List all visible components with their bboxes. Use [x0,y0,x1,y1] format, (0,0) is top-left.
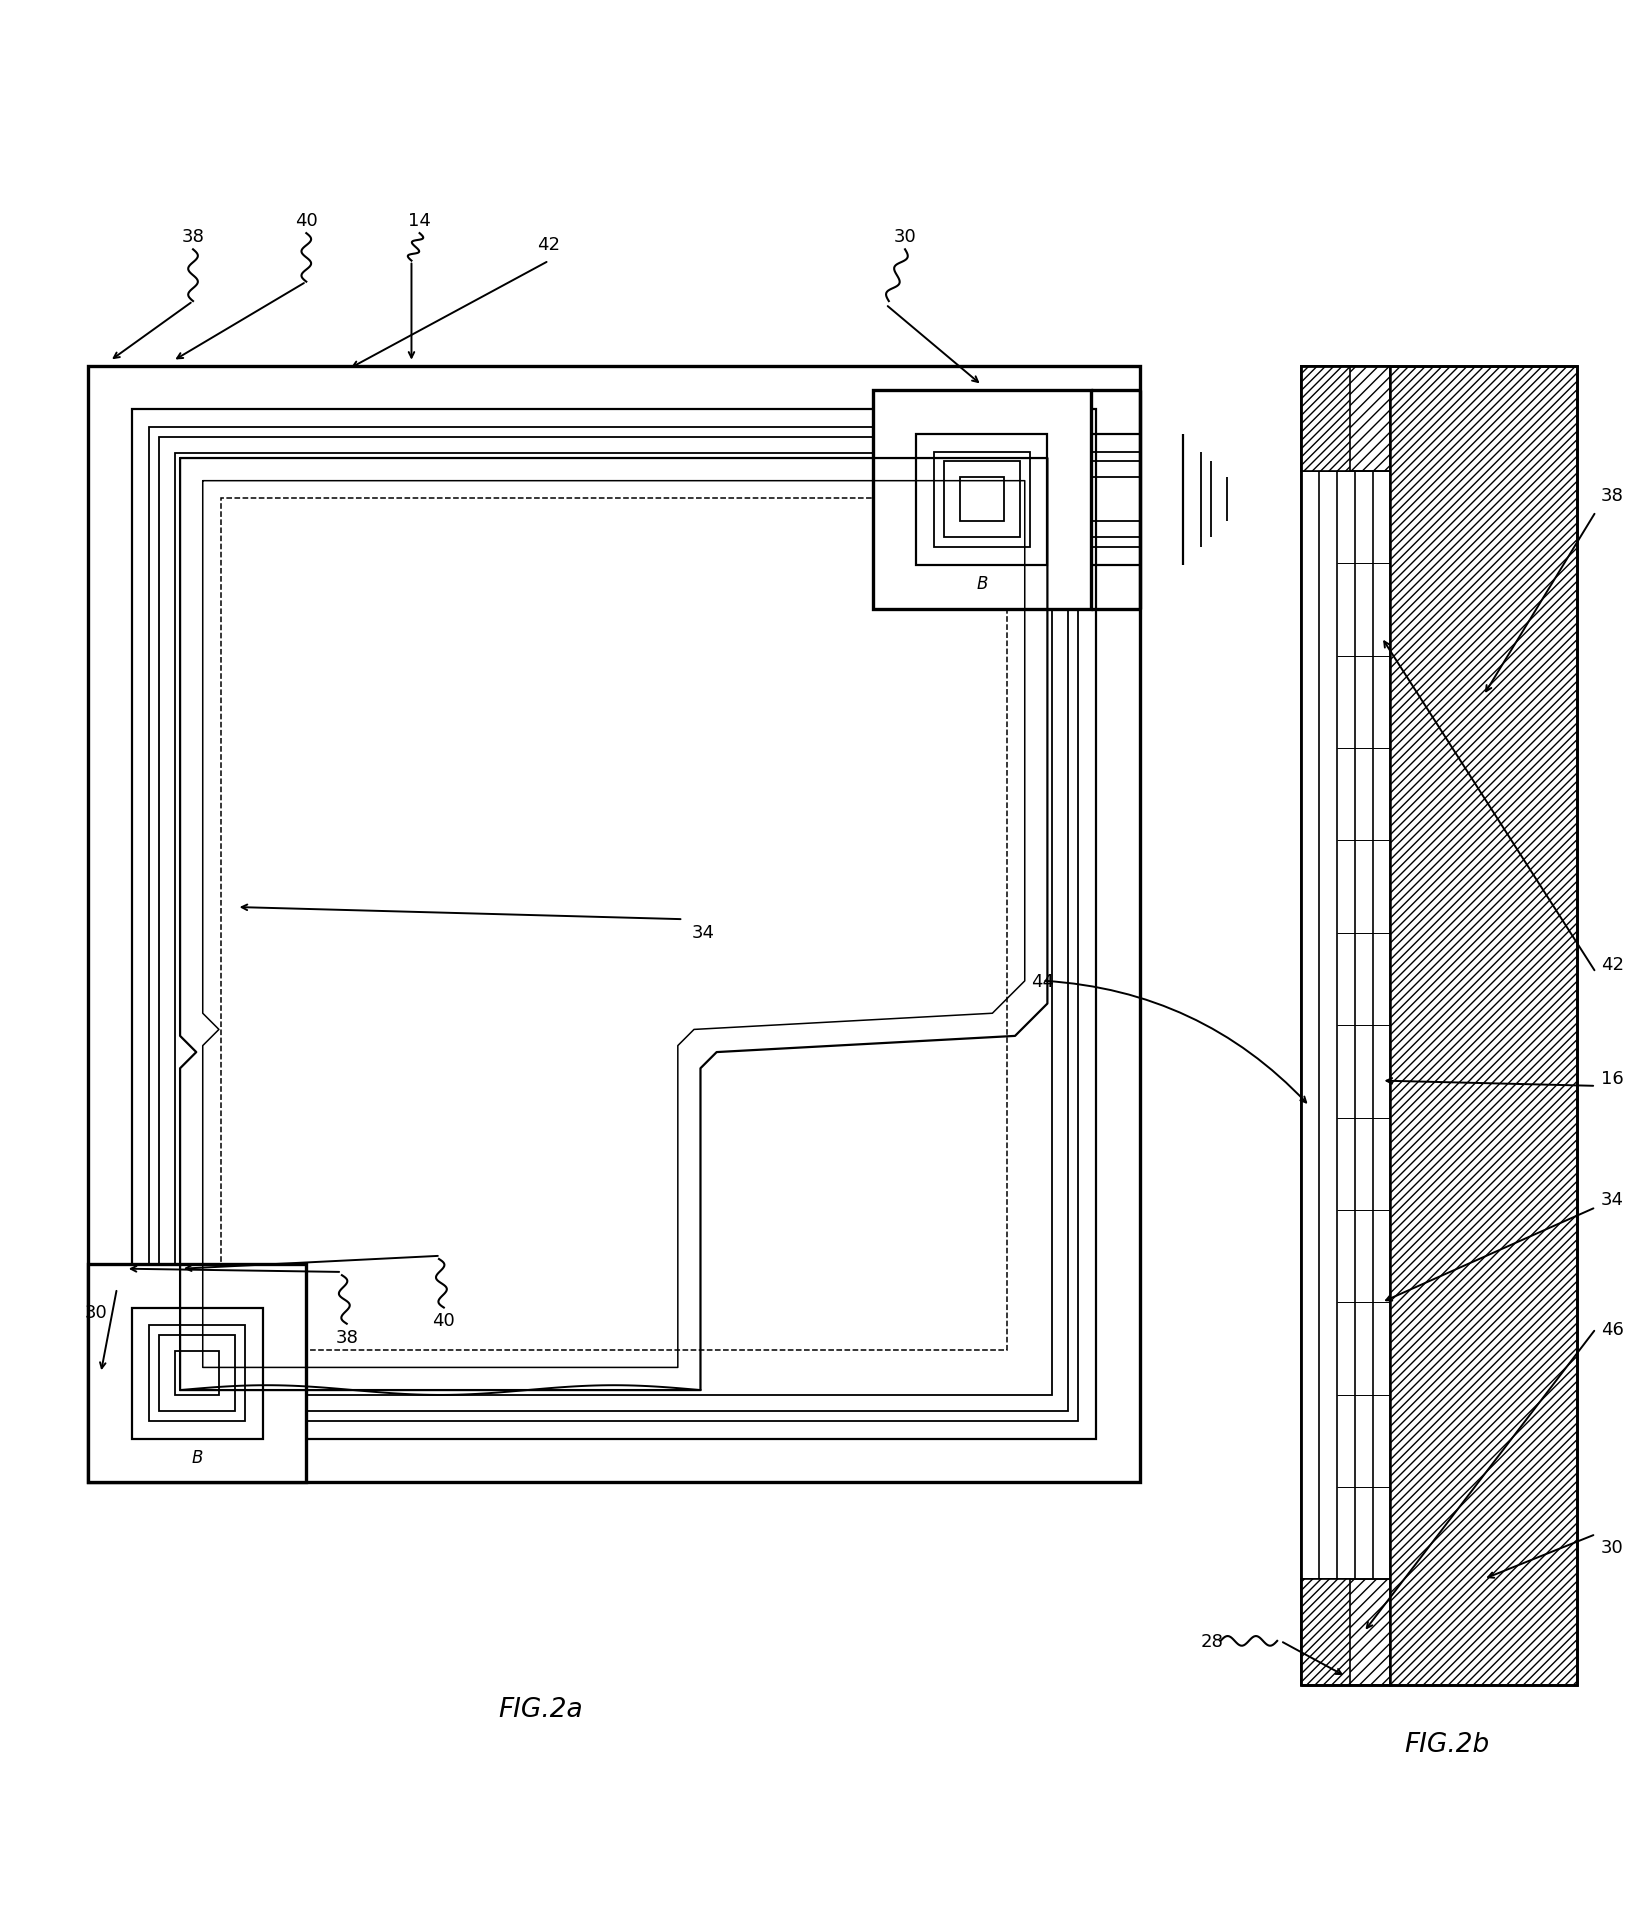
Bar [149,1326,245,1420]
Text: 46: 46 [1600,1320,1623,1337]
Bar [159,438,1068,1411]
Text: 44: 44 [1031,973,1054,990]
Bar [1302,367,1577,1685]
Text: FIG.2a: FIG.2a [499,1696,584,1722]
Bar [934,452,1029,548]
Bar [175,1351,219,1395]
Bar [960,479,1005,521]
Bar [131,1309,263,1440]
Bar [131,411,1096,1440]
Text: B: B [191,1448,203,1467]
Text: 34: 34 [1600,1191,1625,1208]
Bar [149,428,1078,1420]
Bar [1391,367,1577,1685]
Bar [1302,367,1350,471]
Text: 42: 42 [538,235,561,255]
Text: 30: 30 [893,228,916,247]
Bar [916,434,1047,565]
Bar [221,500,1006,1349]
Text: 30: 30 [1600,1538,1623,1556]
Bar [88,1264,306,1482]
Text: 14: 14 [407,212,430,230]
Text: 42: 42 [1600,955,1625,975]
Text: 38: 38 [1600,486,1623,506]
Bar [1302,367,1391,471]
Bar [175,454,1052,1395]
Text: FIG.2b: FIG.2b [1404,1731,1490,1758]
Text: 16: 16 [1600,1069,1623,1087]
Text: 28: 28 [1201,1633,1224,1650]
Text: 40: 40 [432,1312,455,1330]
Text: 40: 40 [294,212,317,230]
Bar [872,392,1091,610]
Text: 38: 38 [335,1328,358,1345]
Bar [944,461,1019,538]
Bar [1302,1579,1391,1685]
Text: 38: 38 [182,228,204,247]
Bar [159,1336,236,1411]
Text: 34: 34 [692,924,715,942]
Bar [88,367,1140,1482]
Text: B: B [977,575,988,593]
Bar [1302,1579,1350,1685]
Text: 30: 30 [85,1305,108,1322]
